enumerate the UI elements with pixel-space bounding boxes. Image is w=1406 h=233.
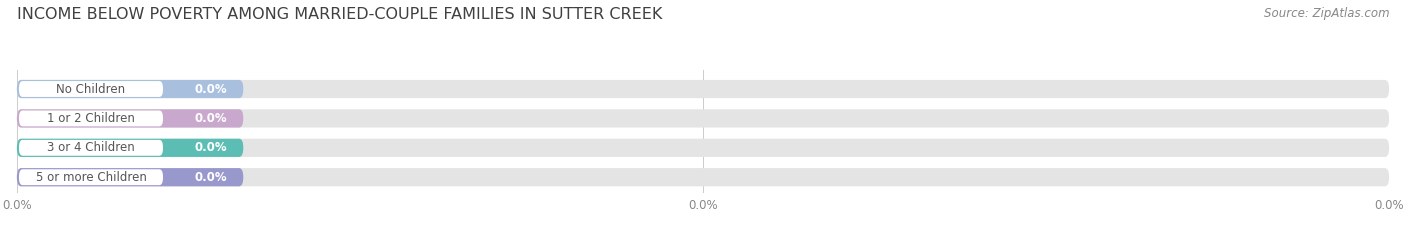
Text: 0.0%: 0.0%	[194, 82, 226, 96]
FancyBboxPatch shape	[17, 139, 243, 157]
FancyBboxPatch shape	[17, 80, 1389, 98]
Text: 0.0%: 0.0%	[194, 171, 226, 184]
FancyBboxPatch shape	[17, 109, 1389, 127]
Text: No Children: No Children	[56, 82, 125, 96]
FancyBboxPatch shape	[17, 168, 243, 186]
FancyBboxPatch shape	[17, 168, 1389, 186]
FancyBboxPatch shape	[17, 139, 1389, 157]
Text: INCOME BELOW POVERTY AMONG MARRIED-COUPLE FAMILIES IN SUTTER CREEK: INCOME BELOW POVERTY AMONG MARRIED-COUPL…	[17, 7, 662, 22]
Text: Source: ZipAtlas.com: Source: ZipAtlas.com	[1264, 7, 1389, 20]
FancyBboxPatch shape	[17, 109, 243, 127]
Text: 0.0%: 0.0%	[194, 141, 226, 154]
FancyBboxPatch shape	[17, 80, 243, 98]
Text: 0.0%: 0.0%	[194, 112, 226, 125]
FancyBboxPatch shape	[18, 140, 163, 156]
Text: 5 or more Children: 5 or more Children	[35, 171, 146, 184]
FancyBboxPatch shape	[18, 81, 163, 97]
Text: 3 or 4 Children: 3 or 4 Children	[46, 141, 135, 154]
FancyBboxPatch shape	[18, 169, 163, 185]
FancyBboxPatch shape	[18, 110, 163, 126]
Text: 1 or 2 Children: 1 or 2 Children	[46, 112, 135, 125]
